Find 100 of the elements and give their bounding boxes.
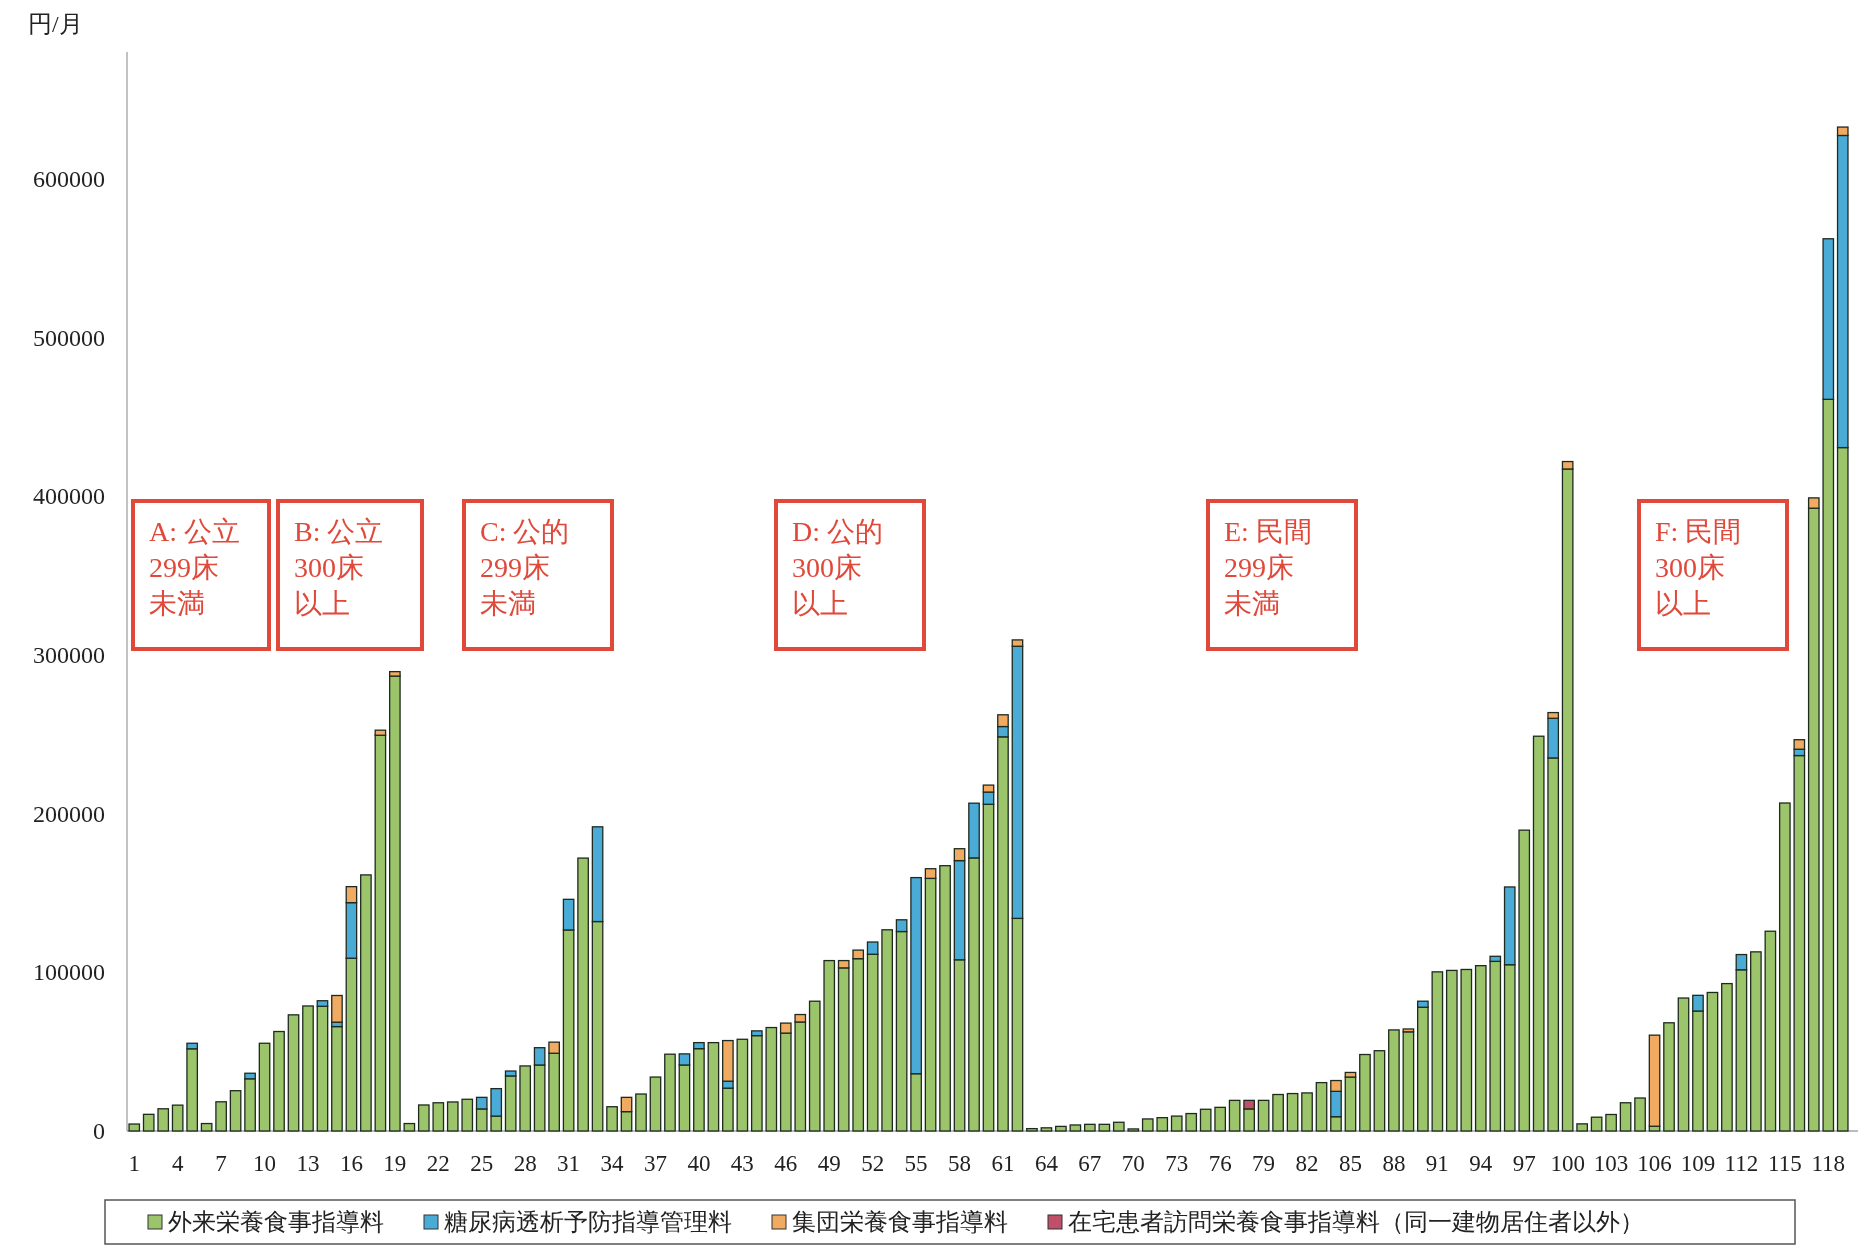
bar [258, 1042, 271, 1132]
bar [1721, 982, 1733, 1132]
bar [446, 1101, 459, 1132]
annotation: 300床 [1655, 552, 1725, 583]
x-tick-label: 73 [1165, 1151, 1189, 1176]
annotation: C: 公的 [480, 516, 570, 547]
y-axis-title: 円/月 [28, 11, 83, 37]
x-tick-label: 88 [1382, 1151, 1406, 1176]
bar [389, 675, 401, 1132]
bar [1619, 1102, 1632, 1132]
bar [1750, 951, 1762, 1132]
bar [1098, 1123, 1111, 1132]
y-tick-label: 200000 [33, 800, 105, 827]
x-tick-label: 82 [1295, 1151, 1319, 1176]
bar [1677, 997, 1690, 1132]
bar [1315, 1081, 1328, 1132]
annotation: 未満 [480, 588, 536, 619]
annotation: 以上 [294, 588, 350, 619]
bar [1141, 1118, 1154, 1132]
annotation: 以上 [1655, 588, 1711, 619]
legend-label: 外来栄養食事指導料 [168, 1209, 384, 1235]
x-tick-label: 31 [557, 1151, 581, 1176]
bar [1127, 1128, 1140, 1132]
y-tick-label: 600000 [33, 165, 105, 192]
y-tick-label: 0 [93, 1118, 105, 1144]
bar [1663, 1022, 1675, 1132]
bar [374, 734, 387, 1132]
bar [1489, 960, 1502, 1132]
bar [1590, 1116, 1603, 1132]
x-tick-label: 49 [817, 1151, 841, 1176]
x-tick-label: 55 [904, 1151, 928, 1176]
bar [1532, 735, 1545, 1132]
bar [1112, 1121, 1125, 1132]
x-tick-label: 61 [991, 1151, 1015, 1176]
bar [1460, 968, 1473, 1132]
annotation: F: 民間 [1655, 516, 1742, 547]
bar [736, 1038, 749, 1132]
y-tick-label: 300000 [33, 641, 105, 668]
bar [1156, 1117, 1169, 1132]
bar [432, 1102, 445, 1132]
x-tick-label: 70 [1121, 1151, 1145, 1176]
legend-label: 集団栄養食事指導料 [792, 1209, 1008, 1235]
bar [1344, 1076, 1357, 1132]
bar [461, 1098, 474, 1132]
bar [1272, 1093, 1284, 1132]
x-tick-label: 76 [1208, 1151, 1232, 1176]
x-tick-label: 79 [1252, 1151, 1276, 1176]
bar [273, 1030, 285, 1132]
bar [1026, 1127, 1038, 1132]
x-tick-label: 22 [426, 1151, 450, 1176]
annotation: B: 公立 [294, 516, 384, 547]
bar [403, 1122, 416, 1132]
bar [1431, 971, 1444, 1132]
bar [1069, 1124, 1082, 1132]
annotation: 以上 [792, 588, 848, 619]
x-tick-label: 58 [948, 1151, 972, 1176]
bar [939, 865, 951, 1132]
legend-label: 在宅患者訪問栄養食事指導料（同一建物居住者以外） [1068, 1209, 1644, 1235]
bar [302, 1005, 314, 1132]
bar [1214, 1106, 1227, 1132]
x-tick-label: 40 [687, 1151, 711, 1176]
bar [606, 1106, 618, 1132]
bar [1228, 1099, 1241, 1132]
x-tick-label: 4 [171, 1151, 184, 1176]
x-tick-label: 52 [861, 1151, 885, 1176]
bar [1359, 1053, 1371, 1132]
x-tick-label: 67 [1078, 1151, 1102, 1176]
x-tick-label: 112 [1724, 1151, 1759, 1176]
annotation: E: 民間 [1224, 516, 1312, 547]
y-tick-label: 400000 [33, 483, 105, 510]
bar [1185, 1112, 1198, 1132]
bar [1793, 754, 1806, 1132]
x-tick-label: 106 [1637, 1151, 1672, 1176]
x-tick-label: 28 [513, 1151, 537, 1176]
x-tick-label: 64 [1034, 1151, 1059, 1176]
annotation: A: 公立 [149, 516, 240, 547]
annotation: 未満 [1224, 588, 1280, 619]
bar [1055, 1125, 1067, 1132]
bar [1083, 1123, 1096, 1132]
bar [707, 1041, 720, 1132]
x-tick-label: 7 [215, 1151, 227, 1176]
bar [1778, 802, 1791, 1132]
bar [823, 959, 836, 1132]
bar [1402, 1031, 1415, 1132]
bar [1170, 1115, 1183, 1132]
bar [1518, 829, 1531, 1132]
legend-label: 糖尿病透析予防指導管理料 [444, 1209, 732, 1235]
x-tick-label: 85 [1338, 1151, 1362, 1176]
x-tick-label: 37 [643, 1151, 667, 1176]
x-tick-label: 1 [128, 1151, 140, 1176]
bar [157, 1108, 170, 1132]
annotation: 300床 [294, 552, 364, 583]
bar [1474, 965, 1487, 1132]
x-tick-label: 19 [383, 1151, 407, 1176]
bar [1373, 1050, 1386, 1132]
annotation: 300床 [792, 552, 862, 583]
x-tick-label: 43 [730, 1151, 754, 1176]
bar [128, 1123, 141, 1132]
bar [635, 1093, 647, 1132]
x-tick-label: 118 [1811, 1151, 1846, 1176]
